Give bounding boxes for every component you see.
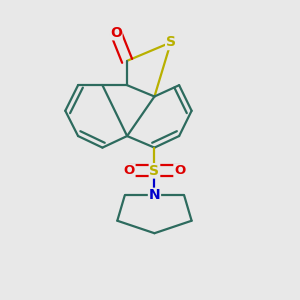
Text: O: O	[124, 164, 135, 177]
Text: S: S	[149, 164, 160, 178]
Text: O: O	[110, 26, 122, 40]
Text: N: N	[148, 188, 160, 203]
Text: S: S	[166, 35, 176, 50]
Text: O: O	[174, 164, 185, 177]
